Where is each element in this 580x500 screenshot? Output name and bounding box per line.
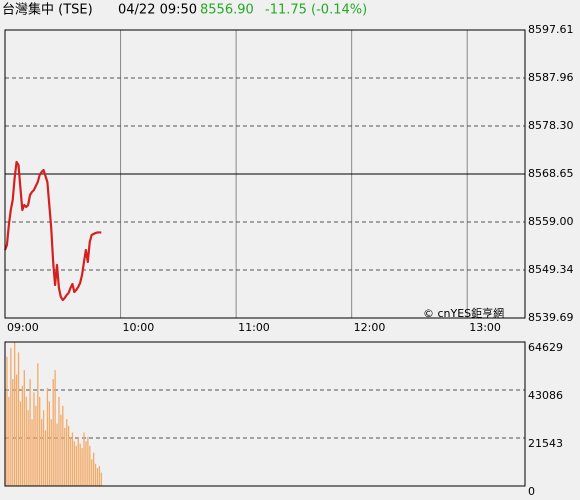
volume-bar <box>66 419 68 486</box>
volume-bar <box>31 419 33 486</box>
volume-bar <box>37 363 39 486</box>
volume-bar <box>79 443 81 486</box>
y-tick-label: 64629 <box>528 341 563 354</box>
volume-bar <box>64 428 66 486</box>
plot-border <box>4 29 526 319</box>
y-tick-label: 8539.69 <box>528 311 574 324</box>
x-tick-label: 13:00 <box>469 321 501 334</box>
volume-bar <box>100 472 102 486</box>
x-tick-label: 10:00 <box>123 321 155 334</box>
x-tick-label: 12:00 <box>354 321 386 334</box>
volume-bar <box>19 401 22 486</box>
y-tick-label: 8587.96 <box>528 71 574 84</box>
volume-bar <box>87 436 89 486</box>
index-name: 台灣集中 (TSE) <box>2 2 93 18</box>
volume-bar <box>98 465 101 486</box>
volume-bar <box>94 463 97 486</box>
volume-bar <box>39 396 41 486</box>
volume-bar <box>14 342 16 486</box>
watermark: © cnYES鉅亨網 <box>423 306 504 320</box>
plot-area <box>5 342 525 486</box>
x-tick-label: 09:00 <box>7 321 39 334</box>
volume-bar <box>69 436 72 486</box>
volume-bar <box>67 425 70 486</box>
volume-bar <box>58 396 60 486</box>
volume-bar <box>10 347 12 486</box>
y-tick-label: 8559.00 <box>528 215 574 228</box>
volume-bar <box>96 468 99 486</box>
volume-bar <box>89 445 91 486</box>
volume-bar <box>17 352 20 486</box>
volume-bar <box>77 436 79 486</box>
volume-bar <box>15 374 18 486</box>
volume-bar <box>25 396 27 486</box>
volume-bar <box>12 379 14 486</box>
volume-bar <box>52 379 54 486</box>
y-tick-label: 0 <box>528 485 535 498</box>
volume-bar <box>27 410 29 486</box>
volume-bar <box>48 401 50 486</box>
x-tick-label: 11:00 <box>238 321 270 334</box>
volume-bar <box>33 392 35 486</box>
volume-bar <box>92 452 95 486</box>
price-line <box>3 160 102 302</box>
volume-bar <box>29 379 31 486</box>
volume-bar <box>23 370 25 486</box>
volume-bar <box>46 387 49 486</box>
volume-bar <box>73 441 76 486</box>
volume-bar <box>62 405 64 486</box>
volume-bar <box>91 459 93 486</box>
volume-bar <box>54 370 56 486</box>
volume-bar <box>21 385 24 486</box>
price: 8556.90 <box>200 3 254 18</box>
volume-bar <box>35 405 37 486</box>
y-tick-label: 8568.65 <box>528 167 574 180</box>
datetime: 04/22 09:50 <box>118 3 197 18</box>
volume-bar <box>8 396 10 486</box>
y-tick-label: 8549.34 <box>528 263 574 276</box>
volume-bar <box>85 441 87 486</box>
y-tick-label: 8597.61 <box>528 23 574 36</box>
volume-bar <box>6 356 8 486</box>
volume-bar <box>60 414 62 486</box>
volume-bar <box>75 445 77 486</box>
volume-bar <box>50 419 52 486</box>
volume-bar <box>42 410 45 486</box>
volume-bar <box>44 430 47 486</box>
volume-bar <box>83 432 85 486</box>
volume-bar <box>81 448 83 486</box>
y-tick-label: 8578.30 <box>528 119 574 132</box>
volume-bar <box>40 419 43 486</box>
volume-bar <box>56 423 58 486</box>
y-tick-label: 21543 <box>528 437 563 450</box>
change: -11.75 (-0.14%) <box>265 3 367 18</box>
y-tick-label: 43086 <box>528 389 563 402</box>
plot-border <box>4 341 526 487</box>
volume-bar <box>71 432 74 486</box>
